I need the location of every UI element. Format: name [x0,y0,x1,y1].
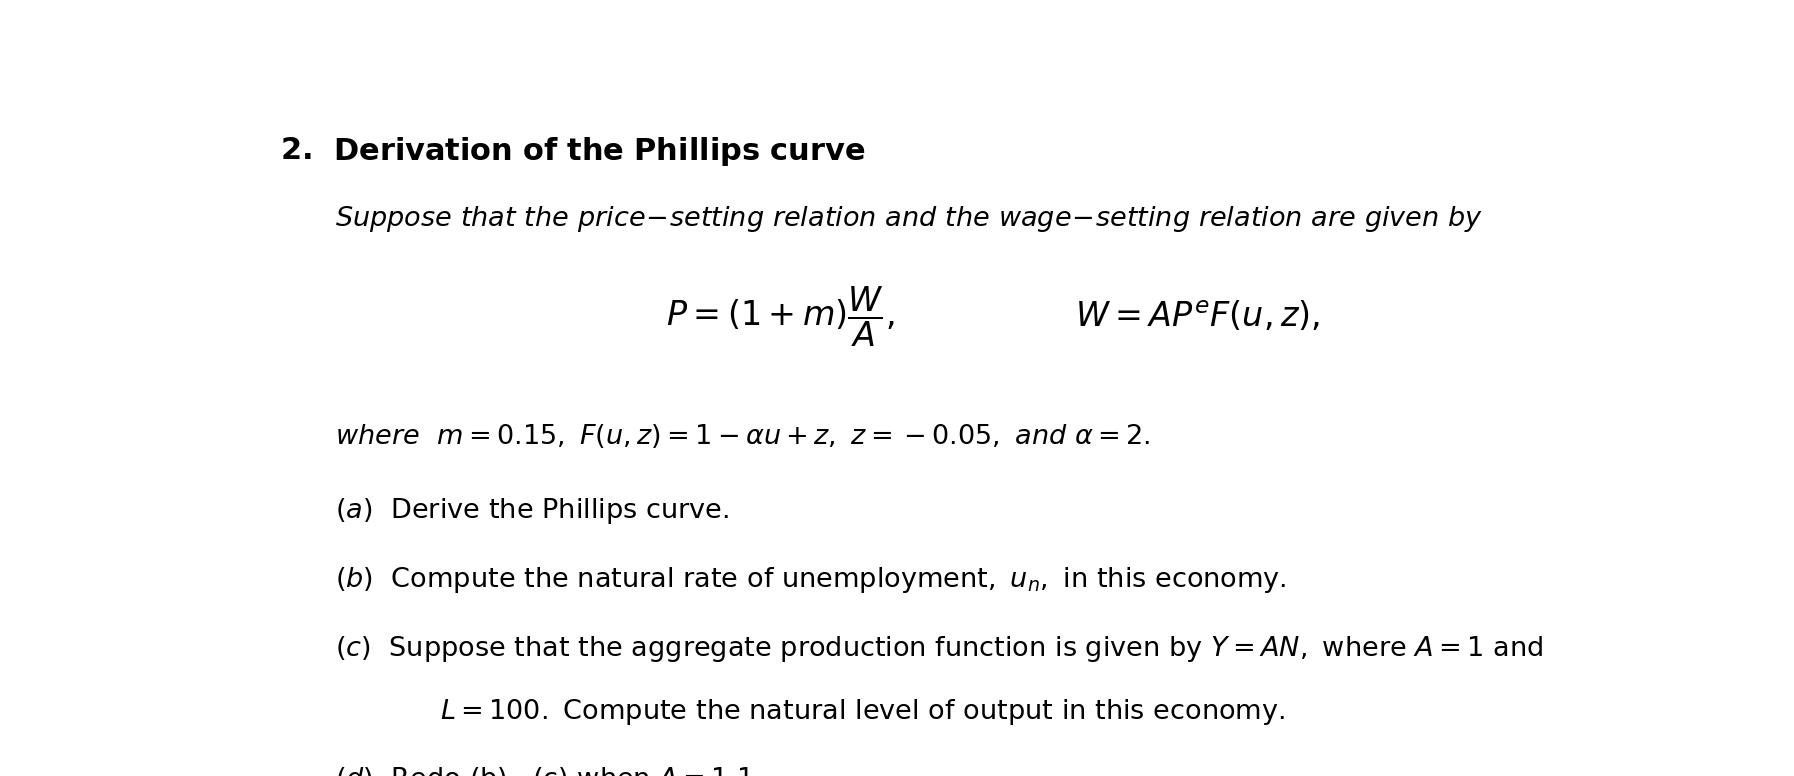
Text: $(c)\ \ \mathrm{Suppose\ that\ the\ aggregate\ production\ function\ is\ given\ : $(c)\ \ \mathrm{Suppose\ that\ the\ aggr… [335,634,1543,664]
Text: $(d)\ \ \mathrm{Redo\ (b)\!-\!(c)\ when}\ A = 1.1\mathrm{.}$: $(d)\ \ \mathrm{Redo\ (b)\!-\!(c)\ when}… [335,765,762,776]
Text: $(a)\ \ \mathrm{Derive\ the\ Phillips\ curve.}$: $(a)\ \ \mathrm{Derive\ the\ Phillips\ c… [335,497,730,526]
Text: $\mathit{where}\ \ m = 0.15,\ F(u,z) = 1 - \alpha u + z,\ z = -0.05,\ \mathit{an: $\mathit{where}\ \ m = 0.15,\ F(u,z) = 1… [335,422,1152,450]
Text: $(b)\ \ \mathrm{Compute\ the\ natural\ rate\ of\ unemployment,}\ u_n\mathrm{,\ i: $(b)\ \ \mathrm{Compute\ the\ natural\ r… [335,565,1286,595]
Text: $\mathit{Suppose\ that\ the\ price\!-\!setting\ relation\ and\ the\ wage\!-\!set: $\mathit{Suppose\ that\ the\ price\!-\!s… [335,203,1484,234]
Text: $\mathbf{Derivation\ of\ the\ Phillips\ curve}$: $\mathbf{Derivation\ of\ the\ Phillips\ … [332,135,865,168]
Text: $\mathbf{2.}$: $\mathbf{2.}$ [280,135,312,166]
Text: $L = 100\mathrm{.\ Compute\ the\ natural\ level\ of\ output\ in\ this\ economy.}: $L = 100\mathrm{.\ Compute\ the\ natural… [440,697,1285,726]
Text: $W = AP^eF(u, z),$: $W = AP^eF(u, z),$ [1075,300,1320,334]
Text: $P = (1 + m)\dfrac{W}{A},$: $P = (1 + m)\dfrac{W}{A},$ [666,285,895,349]
